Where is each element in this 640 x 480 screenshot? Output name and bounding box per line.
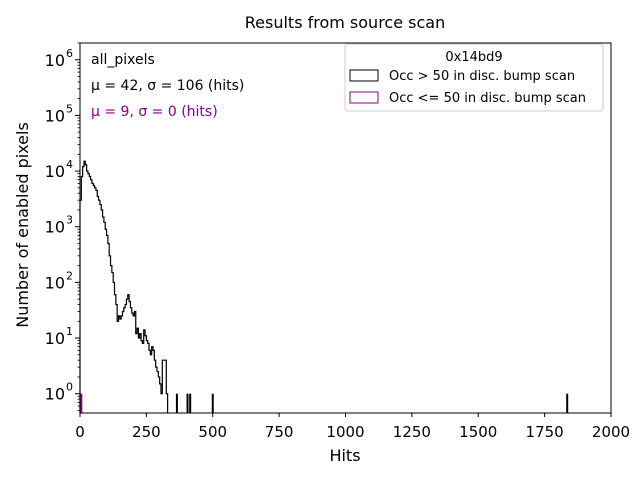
legend-entry-black: Occ > 50 in disc. bump scan bbox=[389, 69, 575, 84]
y-tick-exponent: 3 bbox=[66, 214, 73, 227]
chart-title: Results from source scan bbox=[245, 13, 445, 32]
y-tick-label: 10 bbox=[45, 106, 65, 125]
y-tick-exponent: 0 bbox=[66, 381, 73, 394]
histogram-series-occ-gt-50 bbox=[79, 160, 169, 413]
x-tick-label: 500 bbox=[198, 423, 227, 441]
annotation-stats-black: μ = 42, σ = 106 (hits) bbox=[91, 78, 244, 94]
legend-swatch-black bbox=[349, 69, 379, 82]
annotations: all_pixels μ = 42, σ = 106 (hits) μ = 9,… bbox=[91, 52, 244, 120]
legend-swatch-purple bbox=[349, 91, 379, 104]
legend-entry-purple: Occ <= 50 in disc. bump scan bbox=[389, 91, 586, 106]
x-tick-label: 2000 bbox=[592, 423, 630, 441]
x-tick-label: 1000 bbox=[326, 423, 364, 441]
x-tick-label: 1500 bbox=[459, 423, 497, 441]
x-tick-label: 1250 bbox=[393, 423, 431, 441]
plot-area bbox=[79, 160, 569, 413]
x-tick-label: 1750 bbox=[526, 423, 564, 441]
y-tick-exponent: 4 bbox=[66, 158, 73, 171]
y-tick-exponent: 5 bbox=[66, 102, 73, 115]
y-tick-label: 10 bbox=[45, 218, 65, 237]
y-tick-exponent: 2 bbox=[66, 269, 73, 282]
annotation-label: all_pixels bbox=[91, 52, 155, 68]
y-tick-label: 10 bbox=[45, 385, 65, 404]
legend-title: 0x14bd9 bbox=[445, 50, 502, 65]
x-tick-label: 0 bbox=[75, 423, 85, 441]
annotation-stats-purple: μ = 9, σ = 0 (hits) bbox=[91, 104, 218, 120]
y-tick-exponent: 6 bbox=[66, 47, 73, 60]
legend: 0x14bd9 Occ > 50 in disc. bump scan Occ … bbox=[344, 43, 604, 112]
y-tick-exponent: 1 bbox=[66, 325, 73, 338]
y-tick-label: 10 bbox=[45, 51, 65, 70]
x-tick-label: 250 bbox=[132, 423, 161, 441]
y-tick-label: 10 bbox=[45, 162, 65, 181]
y-tick-label: 10 bbox=[45, 273, 65, 292]
y-tick-label: 10 bbox=[45, 329, 65, 348]
legend-frame bbox=[344, 43, 604, 112]
x-tick-label: 750 bbox=[265, 423, 294, 441]
x-axis-label: Hits bbox=[329, 446, 360, 465]
y-axis-label: Number of enabled pixels bbox=[13, 122, 32, 328]
